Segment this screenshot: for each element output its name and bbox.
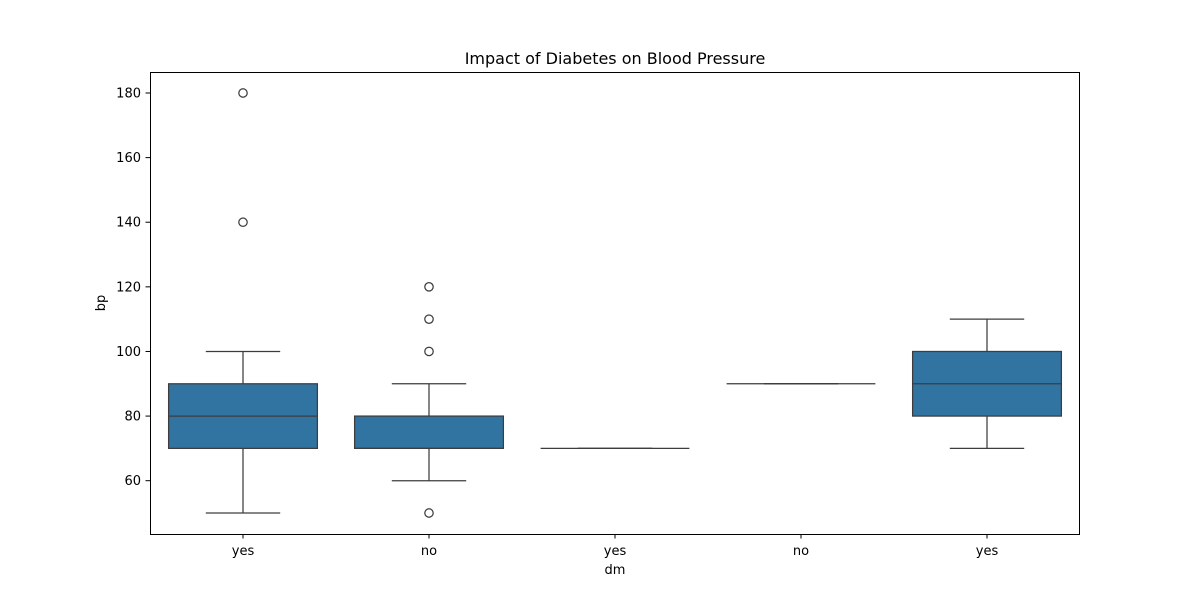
box-group-4 bbox=[911, 318, 1063, 450]
plot-area bbox=[167, 88, 1063, 518]
x-axis: yes no yes no yes bbox=[232, 534, 999, 559]
outlier-point bbox=[424, 508, 434, 518]
y-tick-label: 120 bbox=[116, 280, 141, 295]
y-axis-label: bp bbox=[94, 295, 109, 312]
box-group-0 bbox=[167, 88, 319, 514]
y-axis: 60 80 100 120 140 160 180 bbox=[116, 87, 150, 489]
y-tick-label: 60 bbox=[124, 474, 141, 489]
x-tick-label: yes bbox=[232, 544, 255, 559]
chart-title: Impact of Diabetes on Blood Pressure bbox=[465, 49, 766, 68]
x-tick-label: no bbox=[793, 544, 809, 559]
y-tick-label: 140 bbox=[116, 216, 141, 231]
outlier-point bbox=[238, 217, 248, 228]
outlier-point bbox=[424, 282, 434, 292]
x-tick-label: no bbox=[421, 544, 437, 559]
y-tick-label: 180 bbox=[116, 87, 141, 102]
box-group-1 bbox=[353, 282, 505, 518]
outlier-point bbox=[424, 346, 434, 357]
y-tick-label: 100 bbox=[116, 345, 141, 360]
outlier-point bbox=[238, 88, 248, 98]
iqr-box bbox=[353, 415, 505, 450]
y-tick-label: 80 bbox=[124, 410, 141, 425]
y-tick-label: 160 bbox=[116, 151, 141, 166]
x-tick-label: yes bbox=[604, 544, 627, 559]
outlier-point bbox=[424, 314, 434, 324]
x-tick-label: yes bbox=[976, 544, 999, 559]
x-axis-label: dm bbox=[605, 563, 626, 578]
